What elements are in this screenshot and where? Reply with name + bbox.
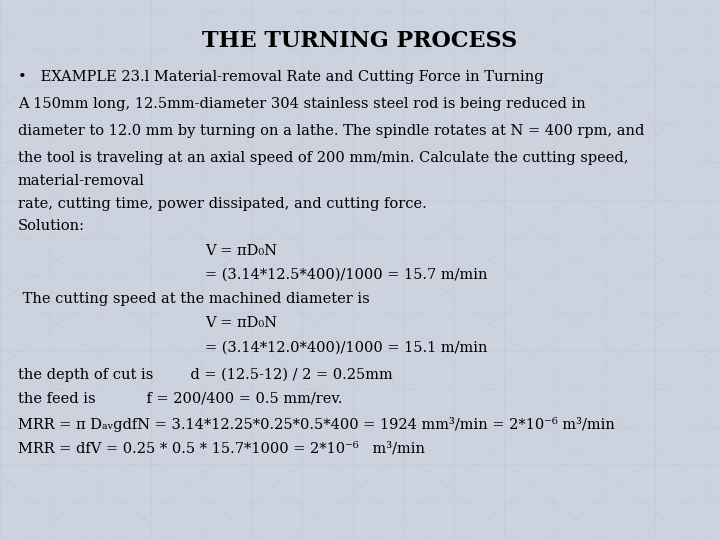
Text: rate, cutting time, power dissipated, and cutting force.: rate, cutting time, power dissipated, an… [18, 197, 427, 211]
Text: V = πD₀N: V = πD₀N [205, 244, 277, 258]
Text: diameter to 12.0 mm by turning on a lathe. The spindle rotates at N = 400 rpm, a: diameter to 12.0 mm by turning on a lath… [18, 124, 644, 138]
Text: the depth of cut is        d = (12.5-12) / 2 = 0.25mm: the depth of cut is d = (12.5-12) / 2 = … [18, 367, 392, 382]
Text: MRR = π DₐᵥɡdfN = 3.14*12.25*0.25*0.5*400 = 1924 mm³/min = 2*10⁻⁶ m³/min: MRR = π DₐᵥɡdfN = 3.14*12.25*0.25*0.5*40… [18, 417, 615, 432]
Text: the tool is traveling at an axial speed of 200 mm/min. Calculate the cutting spe: the tool is traveling at an axial speed … [18, 151, 629, 165]
Text: material-removal: material-removal [18, 174, 145, 188]
Text: THE TURNING PROCESS: THE TURNING PROCESS [202, 30, 518, 52]
Text: = (3.14*12.0*400)/1000 = 15.1 m/min: = (3.14*12.0*400)/1000 = 15.1 m/min [205, 340, 487, 354]
Text: = (3.14*12.5*400)/1000 = 15.7 m/min: = (3.14*12.5*400)/1000 = 15.7 m/min [205, 268, 487, 282]
Text: the feed is           f = 200/400 = 0.5 mm/rev.: the feed is f = 200/400 = 0.5 mm/rev. [18, 392, 343, 406]
Text: •   EXAMPLE 23.l Material-removal Rate and Cutting Force in Turning: • EXAMPLE 23.l Material-removal Rate and… [18, 70, 544, 84]
Text: Solution:: Solution: [18, 219, 85, 233]
Text: The cutting speed at the machined diameter is: The cutting speed at the machined diamet… [18, 292, 370, 306]
Text: MRR = dfV = 0.25 * 0.5 * 15.7*1000 = 2*10⁻⁶   m³/min: MRR = dfV = 0.25 * 0.5 * 15.7*1000 = 2*1… [18, 441, 425, 455]
Text: V = πD₀N: V = πD₀N [205, 316, 277, 330]
Text: A 150mm long, 12.5mm-diameter 304 stainless steel rod is being reduced in: A 150mm long, 12.5mm-diameter 304 stainl… [18, 97, 586, 111]
